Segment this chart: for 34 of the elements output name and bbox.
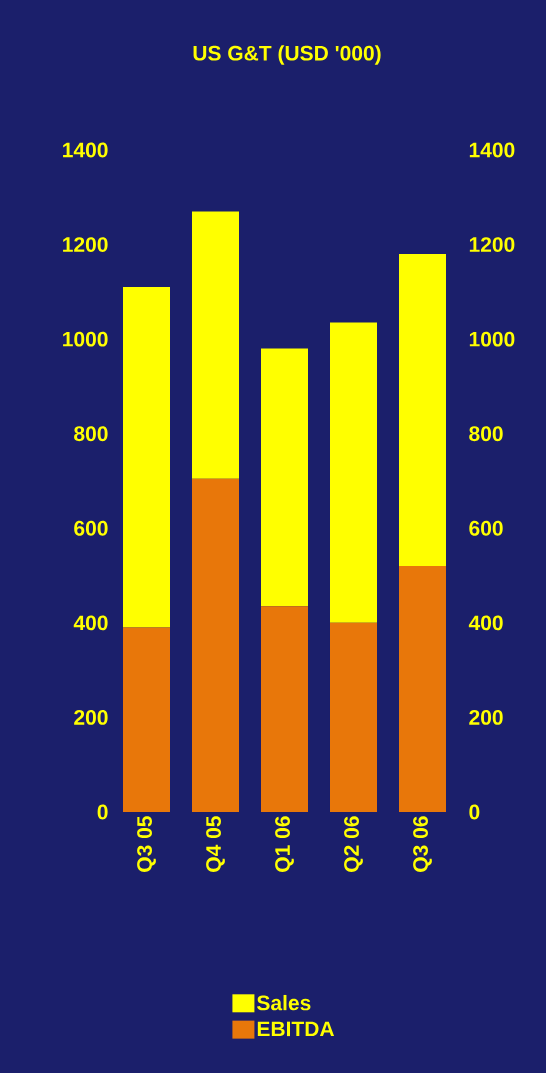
bar: [330, 322, 377, 623]
y2-tick-label: 1200: [469, 237, 515, 252]
bar: [399, 566, 446, 812]
y2-tick-label: 600: [469, 520, 503, 536]
y2-tick-label: 1000: [469, 331, 515, 347]
y-tick-label: 400: [73, 615, 108, 631]
y-tick-label: 0: [97, 804, 108, 820]
y-tick-label: 600: [74, 520, 108, 536]
y-tick-label: 200: [74, 709, 108, 725]
y2-tick-label: 400: [468, 615, 503, 631]
bar: [261, 348, 308, 607]
y-tick-label: 1000: [63, 331, 108, 347]
chart-title: US G&T (USD '000): [193, 45, 381, 65]
bar: [123, 627, 170, 812]
x-tick-label: Q4 05: [206, 816, 225, 872]
bar: [192, 211, 239, 479]
bar: [330, 622, 377, 812]
y2-tick-label: 800: [469, 426, 503, 442]
y-tick-label: 1200: [63, 237, 108, 252]
y2-tick-label: 0: [469, 804, 480, 820]
x-tick-label: Q3 05: [137, 816, 156, 872]
y2-tick-label: 1400: [469, 142, 515, 158]
y-tick-label: 800: [74, 426, 108, 442]
bar: [192, 478, 239, 812]
bar: [261, 606, 308, 812]
bar: [123, 287, 170, 628]
legend-label: EBITDA: [257, 1021, 335, 1037]
x-tick-label: Q3 06: [413, 816, 432, 872]
bar: [399, 254, 446, 567]
y-tick-label: 1400: [63, 142, 108, 158]
legend-label: Sales: [257, 994, 311, 1011]
x-tick-label: Q1 06: [275, 816, 294, 872]
x-tick-label: Q2 06: [344, 816, 363, 872]
y2-tick-label: 200: [469, 709, 503, 725]
